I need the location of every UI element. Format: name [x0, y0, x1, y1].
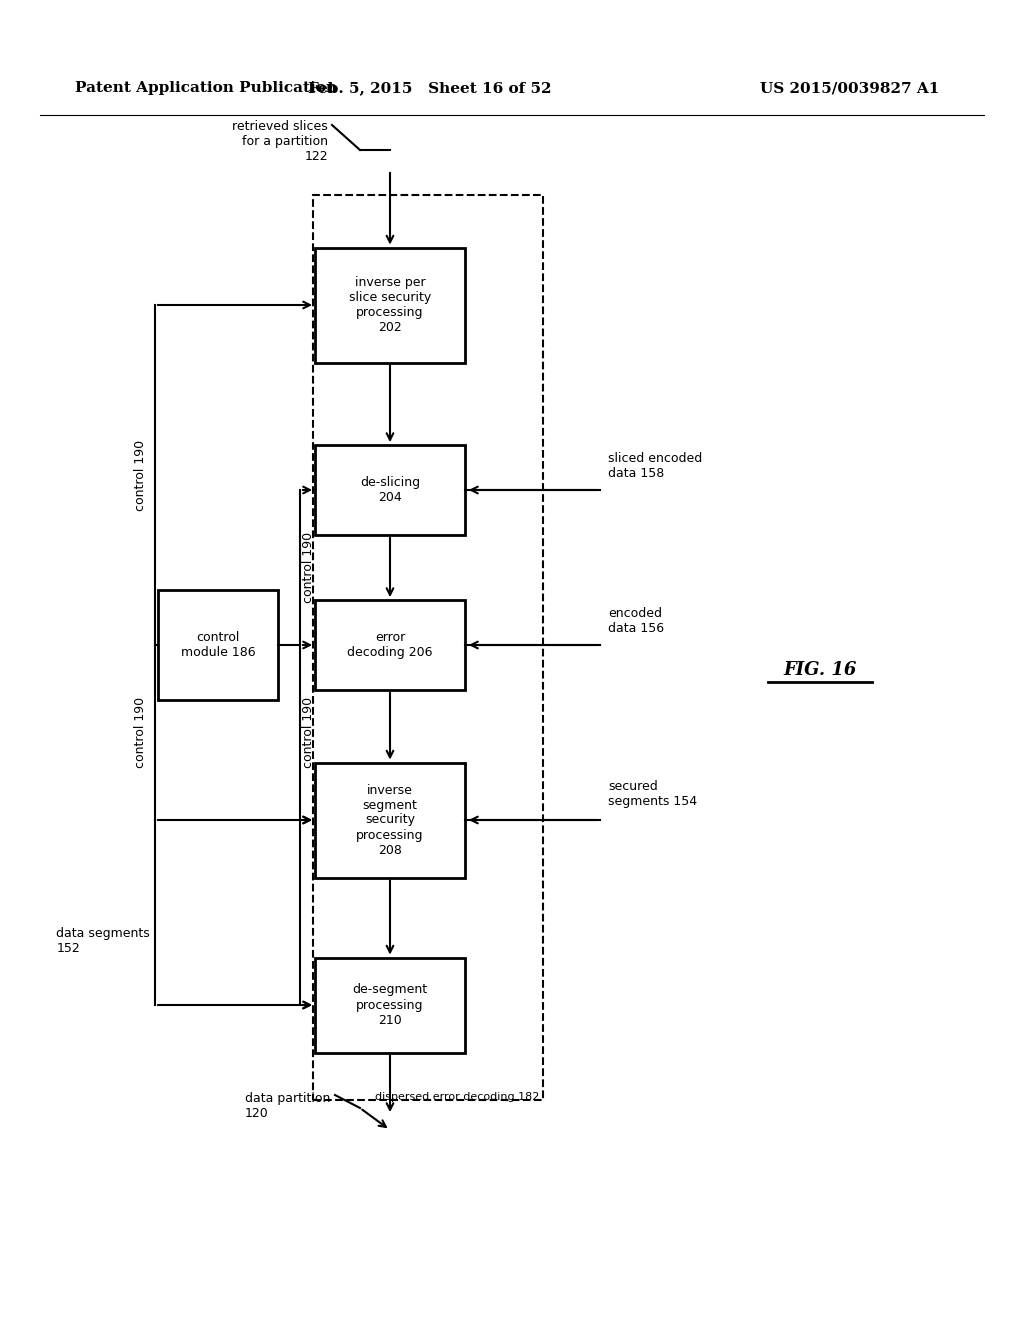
Text: inverse
segment
security
processing
208: inverse segment security processing 208: [356, 784, 424, 857]
Text: secured
segments 154: secured segments 154: [608, 780, 697, 808]
Text: sliced encoded
data 158: sliced encoded data 158: [608, 451, 702, 480]
Text: control 190: control 190: [134, 440, 147, 511]
Text: FIG. 16: FIG. 16: [783, 661, 857, 678]
Text: US 2015/0039827 A1: US 2015/0039827 A1: [760, 81, 939, 95]
Bar: [315, 957, 465, 1052]
Text: encoded
data 156: encoded data 156: [608, 607, 665, 635]
Text: de-segment
processing
210: de-segment processing 210: [352, 983, 428, 1027]
Text: Feb. 5, 2015   Sheet 16 of 52: Feb. 5, 2015 Sheet 16 of 52: [308, 81, 552, 95]
Bar: [315, 248, 465, 363]
Text: control
module 186: control module 186: [180, 631, 255, 659]
Text: dispersed error decoding 182: dispersed error decoding 182: [375, 1092, 539, 1102]
Text: control 190: control 190: [302, 697, 315, 768]
Text: Patent Application Publication: Patent Application Publication: [75, 81, 337, 95]
Bar: [315, 763, 465, 878]
Text: control 190: control 190: [134, 697, 147, 768]
Text: de-slicing
204: de-slicing 204: [360, 477, 420, 504]
Text: retrieved slices
for a partition
122: retrieved slices for a partition 122: [232, 120, 328, 162]
Bar: [315, 445, 465, 535]
Text: control 190: control 190: [302, 532, 315, 603]
Text: data segments
152: data segments 152: [56, 927, 150, 954]
Bar: [315, 601, 465, 690]
Bar: [158, 590, 278, 700]
Text: data partition
120: data partition 120: [245, 1092, 330, 1119]
Text: error
decoding 206: error decoding 206: [347, 631, 433, 659]
Bar: [313, 195, 543, 1100]
Text: inverse per
slice security
processing
202: inverse per slice security processing 20…: [349, 276, 431, 334]
